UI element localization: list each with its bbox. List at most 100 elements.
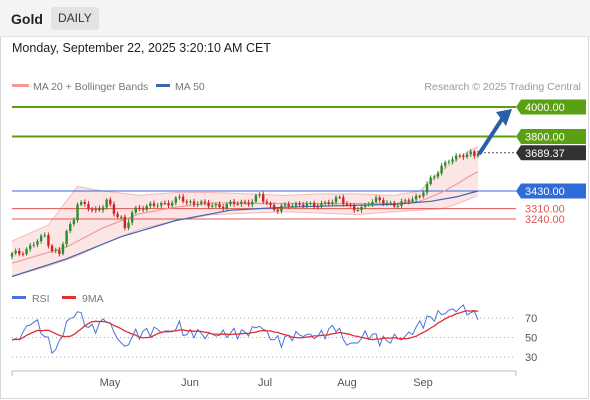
candle	[18, 248, 21, 257]
candle	[72, 217, 76, 227]
candle	[425, 181, 429, 196]
candle	[87, 201, 90, 212]
candle	[83, 199, 87, 207]
candle	[283, 202, 287, 208]
candle	[149, 201, 152, 209]
candle	[447, 159, 451, 165]
candle	[145, 204, 148, 212]
candle	[134, 205, 137, 215]
candle	[218, 201, 221, 209]
candle	[138, 204, 141, 212]
bollinger-bands	[11, 146, 479, 277]
candle	[400, 198, 403, 209]
candle	[465, 151, 469, 159]
candle	[393, 200, 396, 208]
price-tag-3430.00: 3430.00	[516, 183, 586, 199]
candle	[61, 241, 65, 256]
candle	[225, 201, 228, 211]
candle	[287, 201, 290, 209]
candle	[25, 247, 28, 256]
candle	[331, 199, 334, 207]
candle	[54, 247, 57, 254]
candle	[32, 241, 36, 248]
candle	[403, 198, 407, 204]
candle	[371, 199, 374, 208]
candle	[240, 199, 243, 207]
candle	[265, 199, 269, 206]
candle	[254, 193, 258, 204]
candle	[79, 200, 83, 207]
candle	[422, 190, 425, 199]
svg-text:4000.00: 4000.00	[525, 102, 565, 114]
candle	[170, 200, 174, 208]
candle	[141, 205, 145, 213]
candle	[429, 175, 432, 186]
candle	[14, 248, 17, 256]
ma20-legend-swatch	[12, 84, 29, 87]
candle	[214, 202, 218, 209]
rsi-ma-line	[11, 310, 479, 341]
candle	[50, 244, 54, 253]
candle	[229, 199, 232, 207]
projection-arrow-head	[496, 109, 512, 126]
candle	[473, 149, 476, 159]
rsi-level-label-30: 30	[525, 352, 537, 364]
month-label-aug: Aug	[337, 377, 357, 389]
candle	[316, 203, 320, 210]
price-tag-3310.00: 3310.00	[525, 204, 565, 216]
candle	[21, 251, 25, 257]
candle	[232, 198, 236, 207]
candle	[36, 239, 39, 248]
candle	[407, 198, 411, 205]
candle	[458, 153, 461, 158]
candle	[302, 201, 305, 209]
candle	[469, 148, 472, 157]
rsi-legend-label: RSI	[32, 293, 50, 305]
candle	[411, 196, 414, 204]
price-tag-3240.00: 3240.00	[525, 214, 565, 226]
candle	[269, 201, 272, 208]
chart-timestamp: Monday, September 22, 2025 3:20:10 AM CE…	[12, 41, 271, 55]
candle	[444, 160, 447, 169]
candle	[163, 200, 167, 206]
candle	[76, 202, 79, 223]
candle	[29, 242, 32, 252]
top-bar: Gold DAILY	[0, 0, 590, 37]
rsi-panel: 70 50 30	[11, 304, 537, 364]
candle	[203, 199, 207, 206]
candle	[10, 251, 14, 260]
candle	[323, 200, 327, 206]
month-label-jul: Jul	[258, 377, 272, 389]
candle	[312, 200, 316, 209]
candle	[414, 193, 418, 203]
candle	[320, 200, 323, 209]
candle	[69, 221, 72, 234]
rsi-legend-swatch	[12, 296, 26, 299]
candle	[101, 204, 105, 213]
candle	[342, 194, 345, 207]
candle	[327, 199, 330, 206]
candle	[418, 194, 421, 199]
rsi-level-label-50: 50	[525, 333, 537, 345]
price-level-tags: 4000.00 3800.00 3689.37 3430.00 3310.003240.…	[516, 99, 586, 226]
candle	[389, 200, 392, 206]
candle	[167, 200, 170, 209]
month-label-jun: Jun	[181, 377, 199, 389]
candle	[309, 201, 312, 206]
candle	[90, 207, 94, 213]
candle	[152, 200, 156, 208]
candle	[160, 201, 163, 209]
timeframe-button[interactable]: DAILY	[51, 7, 99, 30]
projection-arrow-shaft	[478, 117, 504, 155]
price-tag-3689.37: 3689.37	[516, 145, 586, 161]
candle	[360, 204, 363, 213]
candle	[385, 200, 389, 207]
candle	[39, 233, 43, 244]
candle	[181, 193, 185, 204]
svg-text:3430.00: 3430.00	[525, 186, 565, 198]
candle	[305, 200, 309, 209]
candle	[280, 203, 283, 214]
candle	[451, 156, 454, 165]
candle	[247, 199, 250, 207]
